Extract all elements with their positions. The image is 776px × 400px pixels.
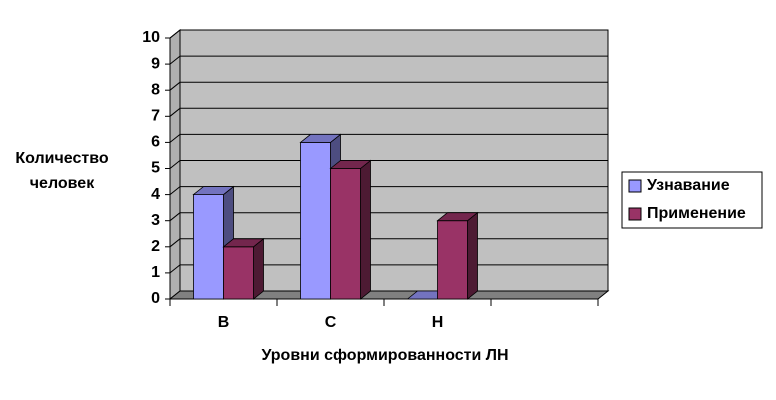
x-tick-label: Н xyxy=(432,314,444,331)
grid-line xyxy=(169,212,181,222)
y-tick-label: 1 xyxy=(151,264,160,281)
bar-top xyxy=(192,186,235,196)
bar-front xyxy=(330,168,361,300)
bar-front xyxy=(223,246,254,300)
y-axis-title: Количество человек xyxy=(15,150,109,192)
bar xyxy=(222,237,265,300)
x-tick-label: В xyxy=(218,314,230,331)
bar-top xyxy=(299,133,342,143)
y-tick-label: 3 xyxy=(151,212,160,229)
legend xyxy=(621,171,763,229)
grid-line xyxy=(169,264,181,274)
y-tick-label: 6 xyxy=(151,134,160,151)
grid-line xyxy=(169,238,181,248)
y-tick-label: 8 xyxy=(151,81,160,98)
y-tick-label: 2 xyxy=(151,238,160,255)
y-tick-label: 10 xyxy=(142,29,160,46)
bar-side xyxy=(253,237,264,300)
bar xyxy=(329,159,372,300)
bar-front xyxy=(437,220,468,300)
legend-label: Применение xyxy=(647,205,746,222)
bar xyxy=(436,211,479,300)
legend-label: Узнавание xyxy=(647,177,730,194)
y-tick-label: 7 xyxy=(151,108,160,125)
y-tick-label: 4 xyxy=(151,186,160,203)
y-tick-label: 5 xyxy=(151,160,160,177)
legend-swatch xyxy=(628,207,642,221)
x-tick-label: С xyxy=(325,314,337,331)
grid-line xyxy=(169,81,181,91)
bar-side xyxy=(360,159,371,300)
grid-line xyxy=(169,160,181,169)
bar-side xyxy=(467,211,478,300)
legend-swatch xyxy=(628,179,642,193)
x-axis-title: Уровни сформированности ЛН xyxy=(261,347,508,364)
bar-top xyxy=(329,160,372,169)
grid-line xyxy=(169,107,181,117)
grid-line xyxy=(169,29,181,39)
grid-line xyxy=(169,55,181,65)
bar-top xyxy=(222,238,265,248)
y-tick-label: 9 xyxy=(151,55,160,72)
grid-line xyxy=(169,186,181,195)
bar-top xyxy=(436,212,479,222)
grid-line xyxy=(169,134,181,143)
bar-front xyxy=(300,141,331,300)
y-tick-label: 0 xyxy=(151,290,160,307)
bar-front xyxy=(193,194,224,300)
